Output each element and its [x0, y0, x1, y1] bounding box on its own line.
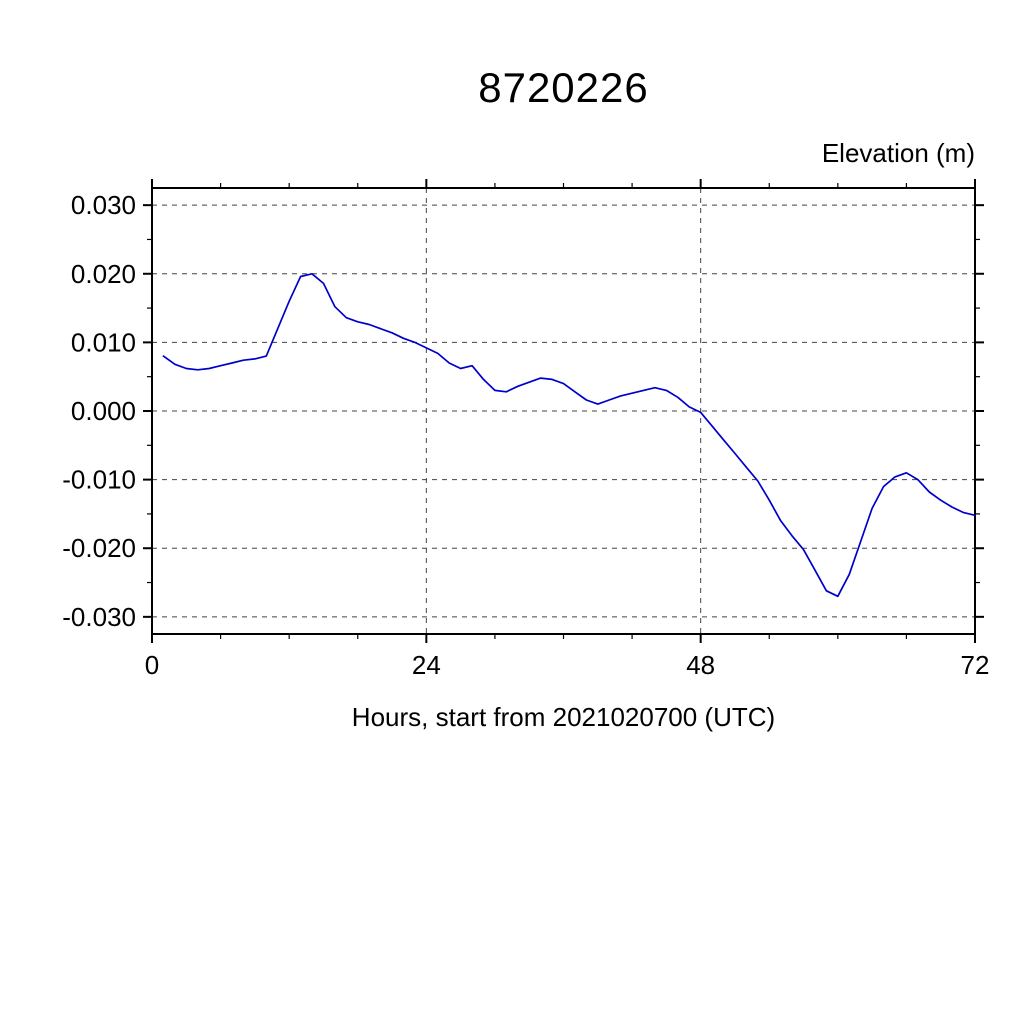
y-tick-label: -0.030	[62, 602, 136, 632]
x-tick-label: 48	[686, 650, 715, 680]
x-tick-label: 24	[412, 650, 441, 680]
y-tick-label: -0.020	[62, 533, 136, 563]
y-tick-label: 0.020	[71, 259, 136, 289]
y-tick-label: 0.010	[71, 327, 136, 357]
y-tick-label: 0.000	[71, 396, 136, 426]
y-tick-label: 0.030	[71, 190, 136, 220]
elevation-line	[162, 272, 976, 598]
y-tick-label: -0.010	[62, 465, 136, 495]
chart-title: 8720226	[478, 64, 649, 111]
x-tick-label: 0	[145, 650, 159, 680]
x-tick-label: 72	[961, 650, 990, 680]
x-axis-title: Hours, start from 2021020700 (UTC)	[351, 702, 776, 732]
y-axis-title: Elevation (m)	[821, 138, 975, 168]
